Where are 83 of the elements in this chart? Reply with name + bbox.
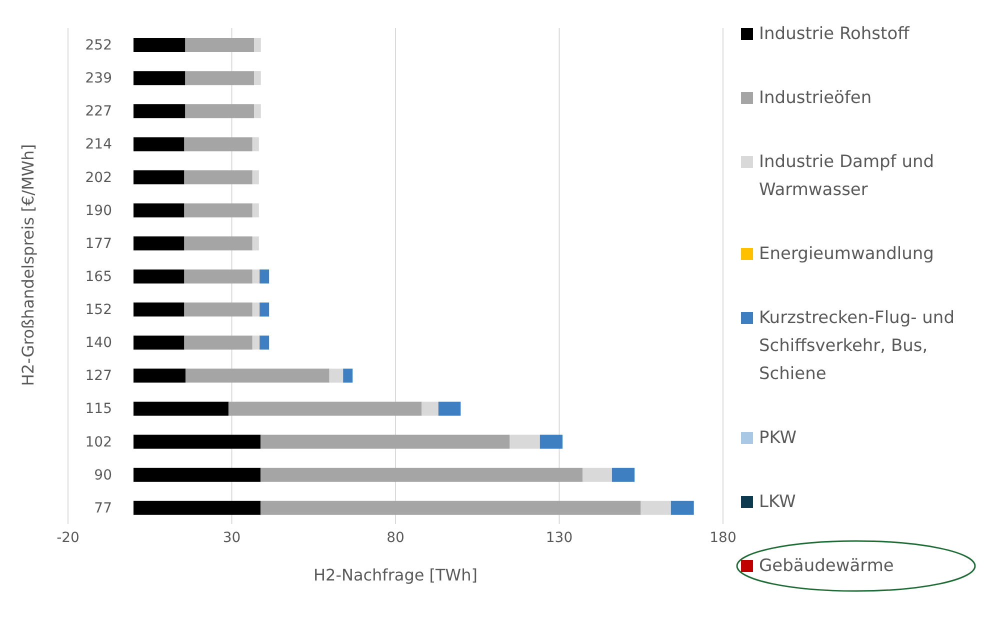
bar bbox=[184, 302, 252, 317]
y-tick-label: 115 bbox=[85, 401, 112, 418]
bar bbox=[134, 434, 261, 449]
legend-label: LKW bbox=[759, 491, 796, 514]
x-tick-label: 30 bbox=[222, 530, 241, 546]
y-tick-label: 127 bbox=[85, 368, 112, 384]
bar bbox=[252, 137, 259, 152]
legend-label: Energieumwandlung bbox=[759, 243, 934, 266]
bar bbox=[582, 468, 612, 482]
bar bbox=[184, 269, 252, 284]
y-tick-label: 227 bbox=[85, 104, 112, 120]
bar bbox=[134, 137, 184, 152]
bar bbox=[134, 500, 261, 515]
bar bbox=[134, 368, 186, 383]
bar bbox=[260, 468, 583, 482]
bar bbox=[260, 500, 641, 515]
legend-label: Gebäudewärme bbox=[759, 555, 894, 578]
bar bbox=[670, 500, 694, 515]
y-tick-label: 77 bbox=[94, 500, 112, 516]
bar bbox=[185, 71, 254, 86]
bar bbox=[185, 104, 254, 118]
bar bbox=[343, 368, 353, 383]
bar bbox=[438, 402, 461, 416]
y-axis-title: H2-Großhandelspreis [€/MWh] bbox=[18, 144, 38, 386]
bar bbox=[254, 71, 261, 86]
bar bbox=[612, 468, 635, 482]
bar bbox=[422, 402, 438, 416]
bar bbox=[254, 38, 261, 52]
y-tick-label: 177 bbox=[85, 236, 112, 252]
bar bbox=[510, 434, 540, 449]
y-tick-label: 252 bbox=[85, 38, 112, 54]
bar bbox=[540, 434, 563, 449]
legend-label: Kurzstrecken-Flug- und Schiffsverkehr, Bus, Schiene bbox=[759, 307, 956, 386]
y-tick-label: 140 bbox=[85, 335, 112, 352]
y-tick-label: 152 bbox=[85, 302, 112, 318]
bar bbox=[184, 336, 252, 350]
bar bbox=[260, 336, 270, 350]
bar bbox=[134, 402, 228, 416]
x-tick-label: 130 bbox=[546, 530, 573, 546]
bar bbox=[252, 269, 260, 284]
y-tick-label: 190 bbox=[85, 202, 112, 219]
bar bbox=[134, 38, 186, 52]
bar bbox=[186, 368, 330, 383]
bar bbox=[134, 302, 184, 317]
x-tick-label: 80 bbox=[386, 530, 404, 546]
bar bbox=[184, 170, 252, 184]
bar bbox=[252, 236, 259, 250]
bar bbox=[134, 71, 186, 86]
bar bbox=[184, 203, 252, 218]
y-tick-label: 165 bbox=[85, 268, 112, 285]
bar bbox=[254, 104, 261, 118]
legend-label: Industrieöfen bbox=[759, 87, 872, 110]
bar bbox=[260, 269, 270, 284]
legend-label: PKW bbox=[759, 427, 797, 450]
legend-label: Industrie Rohstoff bbox=[759, 23, 910, 46]
y-tick-label: 202 bbox=[85, 170, 112, 186]
legend-label: Industrie Dampf und Warmwasser bbox=[759, 151, 936, 202]
bar bbox=[184, 137, 252, 152]
y-tick-label: 102 bbox=[85, 434, 112, 450]
bar bbox=[260, 302, 270, 317]
bar bbox=[185, 38, 254, 52]
bar bbox=[252, 203, 259, 218]
bar bbox=[640, 500, 671, 515]
x-axis-title: H2-Nachfrage [TWh] bbox=[313, 565, 478, 584]
bar bbox=[329, 368, 344, 383]
bar bbox=[134, 336, 184, 350]
bar bbox=[134, 468, 261, 482]
bar bbox=[134, 269, 184, 284]
y-tick-label: 239 bbox=[85, 70, 112, 87]
x-tick-label: -20 bbox=[56, 530, 80, 546]
bar bbox=[184, 236, 252, 250]
x-tick-label: 180 bbox=[710, 530, 736, 546]
bar bbox=[260, 434, 510, 449]
bar bbox=[228, 402, 422, 416]
bar bbox=[134, 236, 184, 250]
y-tick-label: 214 bbox=[85, 136, 112, 153]
bar bbox=[134, 170, 184, 184]
bar bbox=[252, 336, 260, 350]
bar bbox=[134, 203, 184, 218]
bar bbox=[252, 170, 259, 184]
bar bbox=[134, 104, 186, 118]
y-tick-label: 90 bbox=[94, 467, 112, 484]
bar bbox=[252, 302, 260, 317]
